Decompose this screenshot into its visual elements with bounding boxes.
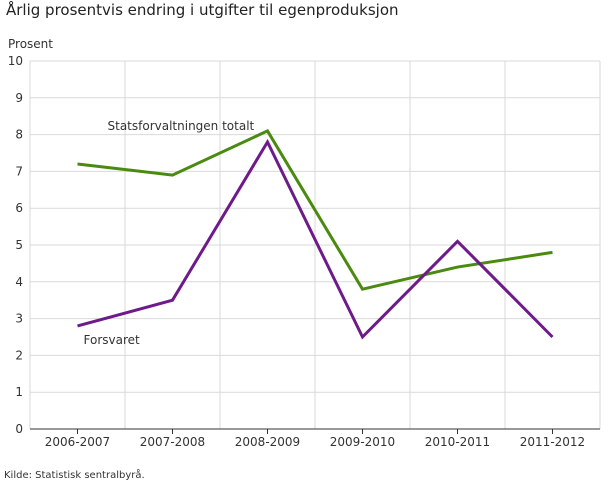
series-label: Forsvaret xyxy=(84,333,141,347)
x-tick-label: 2011-2012 xyxy=(520,435,585,449)
y-tick-label: 2 xyxy=(15,348,23,362)
x-tick-label: 2006-2007 xyxy=(45,435,110,449)
y-tick-label: 8 xyxy=(15,128,23,142)
series-label: Statsforvaltningen totalt xyxy=(108,119,255,133)
y-tick-label: 7 xyxy=(15,164,23,178)
series-line-0 xyxy=(77,128,553,291)
y-tick-label: 9 xyxy=(15,91,23,105)
x-tick-label: 2007-2008 xyxy=(140,435,205,449)
x-tick-label: 2010-2011 xyxy=(425,435,490,449)
y-tick-label: 10 xyxy=(8,54,23,68)
source-note: Kilde: Statistisk sentralbyrå. xyxy=(4,470,145,481)
y-tick-label: 3 xyxy=(15,312,23,326)
x-tick-label: 2009-2010 xyxy=(330,435,395,449)
y-tick-label: 1 xyxy=(15,385,23,399)
y-tick-label: 5 xyxy=(15,238,23,252)
x-tick-label: 2008-2009 xyxy=(235,435,300,449)
y-tick-label: 6 xyxy=(15,201,23,215)
y-tick-label: 4 xyxy=(15,275,23,289)
y-axis-label: Prosent xyxy=(8,37,53,51)
y-tick-label: 0 xyxy=(15,422,23,436)
chart-title: Årlig prosentvis endring i utgifter til … xyxy=(6,1,399,19)
series-line-1 xyxy=(77,138,554,340)
